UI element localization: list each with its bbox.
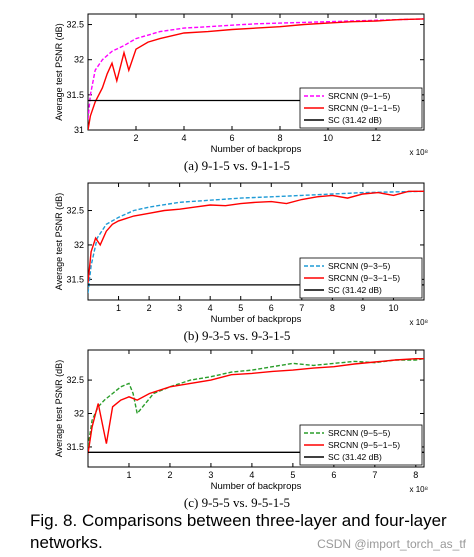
subfigure-caption: (c) 9-5-5 vs. 9-5-1-5 [184, 495, 290, 510]
x-tick-label: 1 [126, 470, 131, 480]
x-tick-label: 7 [372, 470, 377, 480]
x-tick-label: 9 [360, 303, 365, 313]
x-tick-label: 5 [238, 303, 243, 313]
series-line-2 [88, 358, 424, 454]
y-tick-label: 31.5 [66, 442, 84, 452]
watermark: CSDN @import_torch_as_tf [317, 537, 466, 551]
legend: SRCNN (9−3−5) SRCNN (9−3−1−5) SC (31.42 dB… [299, 257, 423, 299]
x-tick-label: 10 [388, 303, 398, 313]
y-tick-label: 32 [74, 240, 84, 250]
series-line-1 [88, 358, 424, 448]
y-tick-label: 32.5 [66, 375, 84, 385]
x-tick-label: 4 [181, 133, 186, 143]
series-line-1 [88, 190, 424, 294]
y-axis-label: Average test PSNR (dB) [54, 23, 64, 120]
x-tick-label: 1 [116, 303, 121, 313]
legend-label: SRCNN (9−1−1−5) [328, 103, 400, 113]
x-multiplier-label: x 10⁸ [410, 148, 429, 157]
x-tick-label: 12 [371, 133, 381, 143]
x-tick-label: 4 [208, 303, 213, 313]
legend-label: SC (31.42 dB) [328, 285, 382, 295]
x-tick-label: 2 [147, 303, 152, 313]
x-tick-label: 5 [290, 470, 295, 480]
subfigure-caption: (b) 9-3-5 vs. 9-3-1-5 [184, 328, 291, 343]
y-axis-label: Average test PSNR (dB) [54, 360, 64, 457]
legend-label: SRCNN (9−1−5) [328, 91, 391, 101]
legend: SRCNN (9−1−5) SRCNN (9−1−1−5) SC (31.42 dB… [299, 87, 423, 129]
y-tick-label: 32.5 [66, 20, 84, 30]
legend-label: SRCNN (9−5−1−5) [328, 440, 400, 450]
legend-label: SRCNN (9−3−1−5) [328, 273, 400, 283]
x-tick-label: 10 [323, 133, 333, 143]
x-tick-label: 2 [133, 133, 138, 143]
x-tick-label: 2 [167, 470, 172, 480]
x-tick-label: 3 [208, 470, 213, 480]
x-tick-label: 7 [299, 303, 304, 313]
x-multiplier-label: x 10⁸ [410, 318, 429, 327]
x-tick-label: 8 [277, 133, 282, 143]
y-tick-label: 31.5 [66, 90, 84, 100]
x-multiplier-label: x 10⁸ [410, 485, 429, 494]
y-tick-label: 32.5 [66, 206, 84, 216]
x-tick-label: 6 [229, 133, 234, 143]
legend-label: SRCNN (9−3−5) [328, 261, 391, 271]
x-tick-label: 8 [413, 470, 418, 480]
y-tick-label: 32 [74, 409, 84, 419]
y-tick-label: 31 [74, 125, 84, 135]
x-tick-label: 3 [177, 303, 182, 313]
x-axis-label: Number of backprops [211, 144, 302, 155]
y-axis-label: Average test PSNR (dB) [54, 193, 64, 290]
y-tick-label: 32 [74, 55, 84, 65]
legend-label: SRCNN (9−5−5) [328, 428, 391, 438]
legend-label: SC (31.42 dB) [328, 452, 382, 462]
figure-caption: Fig. 8. Comparisons between three-layer … [30, 511, 447, 552]
legend-label: SC (31.42 dB) [328, 115, 382, 125]
x-tick-label: 6 [269, 303, 274, 313]
series-line-2 [88, 190, 424, 283]
legend: SRCNN (9−5−5) SRCNN (9−5−1−5) SC (31.42 dB… [299, 424, 423, 466]
x-axis-label: Number of backprops [211, 314, 302, 325]
x-axis-label: Number of backprops [211, 481, 302, 492]
x-tick-label: 6 [331, 470, 336, 480]
legend-box [299, 87, 423, 129]
y-tick-label: 31.5 [66, 274, 84, 284]
subfigure-caption: (a) 9-1-5 vs. 9-1-1-5 [184, 158, 290, 173]
x-tick-label: 4 [249, 470, 254, 480]
x-tick-label: 8 [330, 303, 335, 313]
series-line-2 [88, 18, 424, 130]
